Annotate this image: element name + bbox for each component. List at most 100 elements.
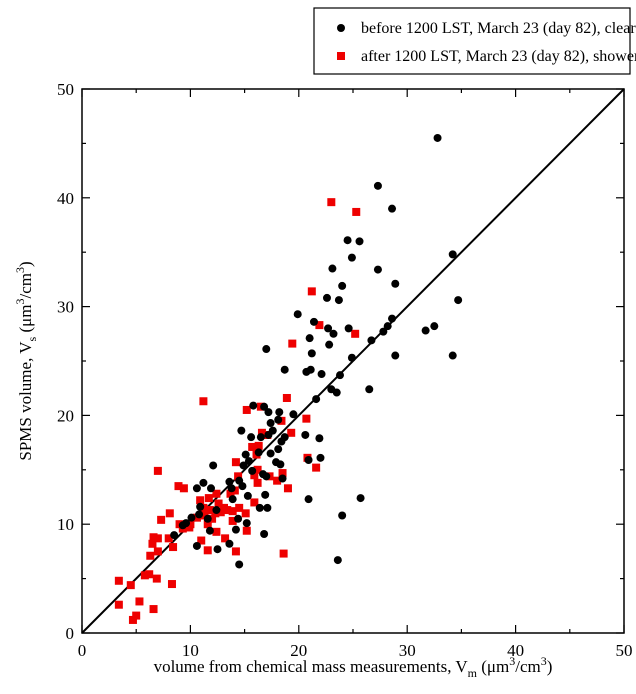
point-before-clear xyxy=(338,511,347,520)
point-after-showery xyxy=(214,499,223,508)
point-after-showery xyxy=(203,546,212,555)
point-after-showery xyxy=(140,571,149,580)
x-tick-label: 30 xyxy=(399,641,416,660)
point-after-showery xyxy=(279,549,288,558)
point-after-showery xyxy=(145,570,154,579)
y-tick-label: 40 xyxy=(57,189,74,208)
point-after-showery xyxy=(315,321,324,330)
point-after-showery xyxy=(153,466,162,475)
point-before-clear xyxy=(454,296,463,305)
point-after-showery xyxy=(152,574,161,583)
point-after-showery xyxy=(203,520,212,529)
point-after-showery xyxy=(149,533,158,542)
point-after-showery xyxy=(212,527,221,536)
point-before-clear xyxy=(256,433,265,442)
point-after-showery xyxy=(253,465,262,474)
point-before-clear xyxy=(241,450,250,459)
point-before-clear xyxy=(275,408,284,417)
point-before-clear xyxy=(209,461,218,470)
point-before-clear xyxy=(276,460,285,469)
point-before-clear xyxy=(248,466,257,475)
y-tick-label: 30 xyxy=(57,298,74,317)
point-before-clear xyxy=(260,402,269,411)
point-before-clear xyxy=(228,495,237,504)
point-after-showery xyxy=(242,526,251,535)
point-before-clear xyxy=(213,545,222,554)
point-after-showery xyxy=(149,605,158,614)
point-before-clear xyxy=(293,310,302,319)
point-before-clear xyxy=(367,336,376,345)
point-before-clear xyxy=(261,490,270,499)
x-tick-label: 20 xyxy=(290,641,307,660)
point-before-clear xyxy=(338,281,347,290)
point-before-clear xyxy=(192,484,201,493)
point-after-showery xyxy=(312,463,321,472)
point-before-clear xyxy=(347,253,356,262)
point-before-clear xyxy=(356,494,365,503)
point-after-showery xyxy=(234,472,243,481)
point-before-clear xyxy=(391,351,400,360)
point-before-clear xyxy=(195,510,204,519)
point-after-showery xyxy=(283,484,292,493)
point-after-showery xyxy=(221,534,230,543)
point-after-showery xyxy=(126,581,135,590)
point-after-showery xyxy=(186,520,195,529)
point-before-clear xyxy=(274,415,283,424)
point-before-clear xyxy=(280,365,289,374)
point-before-clear xyxy=(242,519,251,528)
point-after-showery xyxy=(165,509,174,518)
point-after-showery xyxy=(307,287,316,296)
point-after-showery xyxy=(196,496,205,505)
point-before-clear xyxy=(335,371,344,380)
point-after-showery xyxy=(114,600,123,609)
point-before-clear xyxy=(234,514,243,523)
point-after-showery xyxy=(231,458,240,467)
y-tick-label: 20 xyxy=(57,406,74,425)
point-before-clear xyxy=(355,237,364,246)
point-after-showery xyxy=(153,534,162,543)
point-before-clear xyxy=(266,449,275,458)
point-after-showery xyxy=(179,484,188,493)
point-before-clear xyxy=(187,513,196,522)
point-before-clear xyxy=(304,495,313,504)
point-after-showery xyxy=(167,580,176,589)
point-after-showery xyxy=(226,489,235,498)
point-before-clear xyxy=(254,448,263,457)
point-before-clear xyxy=(264,430,273,439)
point-before-clear xyxy=(302,367,311,376)
point-before-clear xyxy=(203,514,212,523)
point-before-clear xyxy=(206,484,215,493)
point-before-clear xyxy=(247,433,256,442)
point-after-showery xyxy=(287,428,296,437)
point-before-clear xyxy=(274,445,283,454)
point-after-showery xyxy=(164,534,173,543)
point-after-showery xyxy=(241,509,250,518)
point-before-clear xyxy=(238,482,247,491)
point-before-clear xyxy=(227,484,236,493)
point-after-showery xyxy=(282,393,291,402)
point-before-clear xyxy=(263,503,272,512)
point-before-clear xyxy=(178,521,187,530)
point-before-clear xyxy=(212,506,221,515)
x-tick-label: 50 xyxy=(616,641,633,660)
point-before-clear xyxy=(244,457,253,466)
point-after-showery xyxy=(135,597,144,606)
y-tick-label: 10 xyxy=(57,515,74,534)
point-before-clear xyxy=(264,408,273,417)
point-before-clear xyxy=(333,556,342,565)
point-before-clear xyxy=(243,491,252,500)
x-axis-title: volume from chemical mass measurements, … xyxy=(154,654,553,680)
point-before-clear xyxy=(388,204,397,213)
point-after-showery xyxy=(204,494,213,503)
point-after-showery xyxy=(235,503,244,512)
point-before-clear xyxy=(192,541,201,550)
point-before-clear xyxy=(328,264,337,273)
point-after-showery xyxy=(231,547,240,556)
point-after-showery xyxy=(128,615,137,624)
legend-box xyxy=(313,7,631,75)
point-before-clear xyxy=(391,279,400,288)
point-before-clear xyxy=(225,477,234,486)
point-before-clear xyxy=(262,345,271,354)
legend-label-before: before 1200 LST, March 23 (day 82), clea… xyxy=(361,20,636,37)
point-after-showery xyxy=(146,551,155,560)
